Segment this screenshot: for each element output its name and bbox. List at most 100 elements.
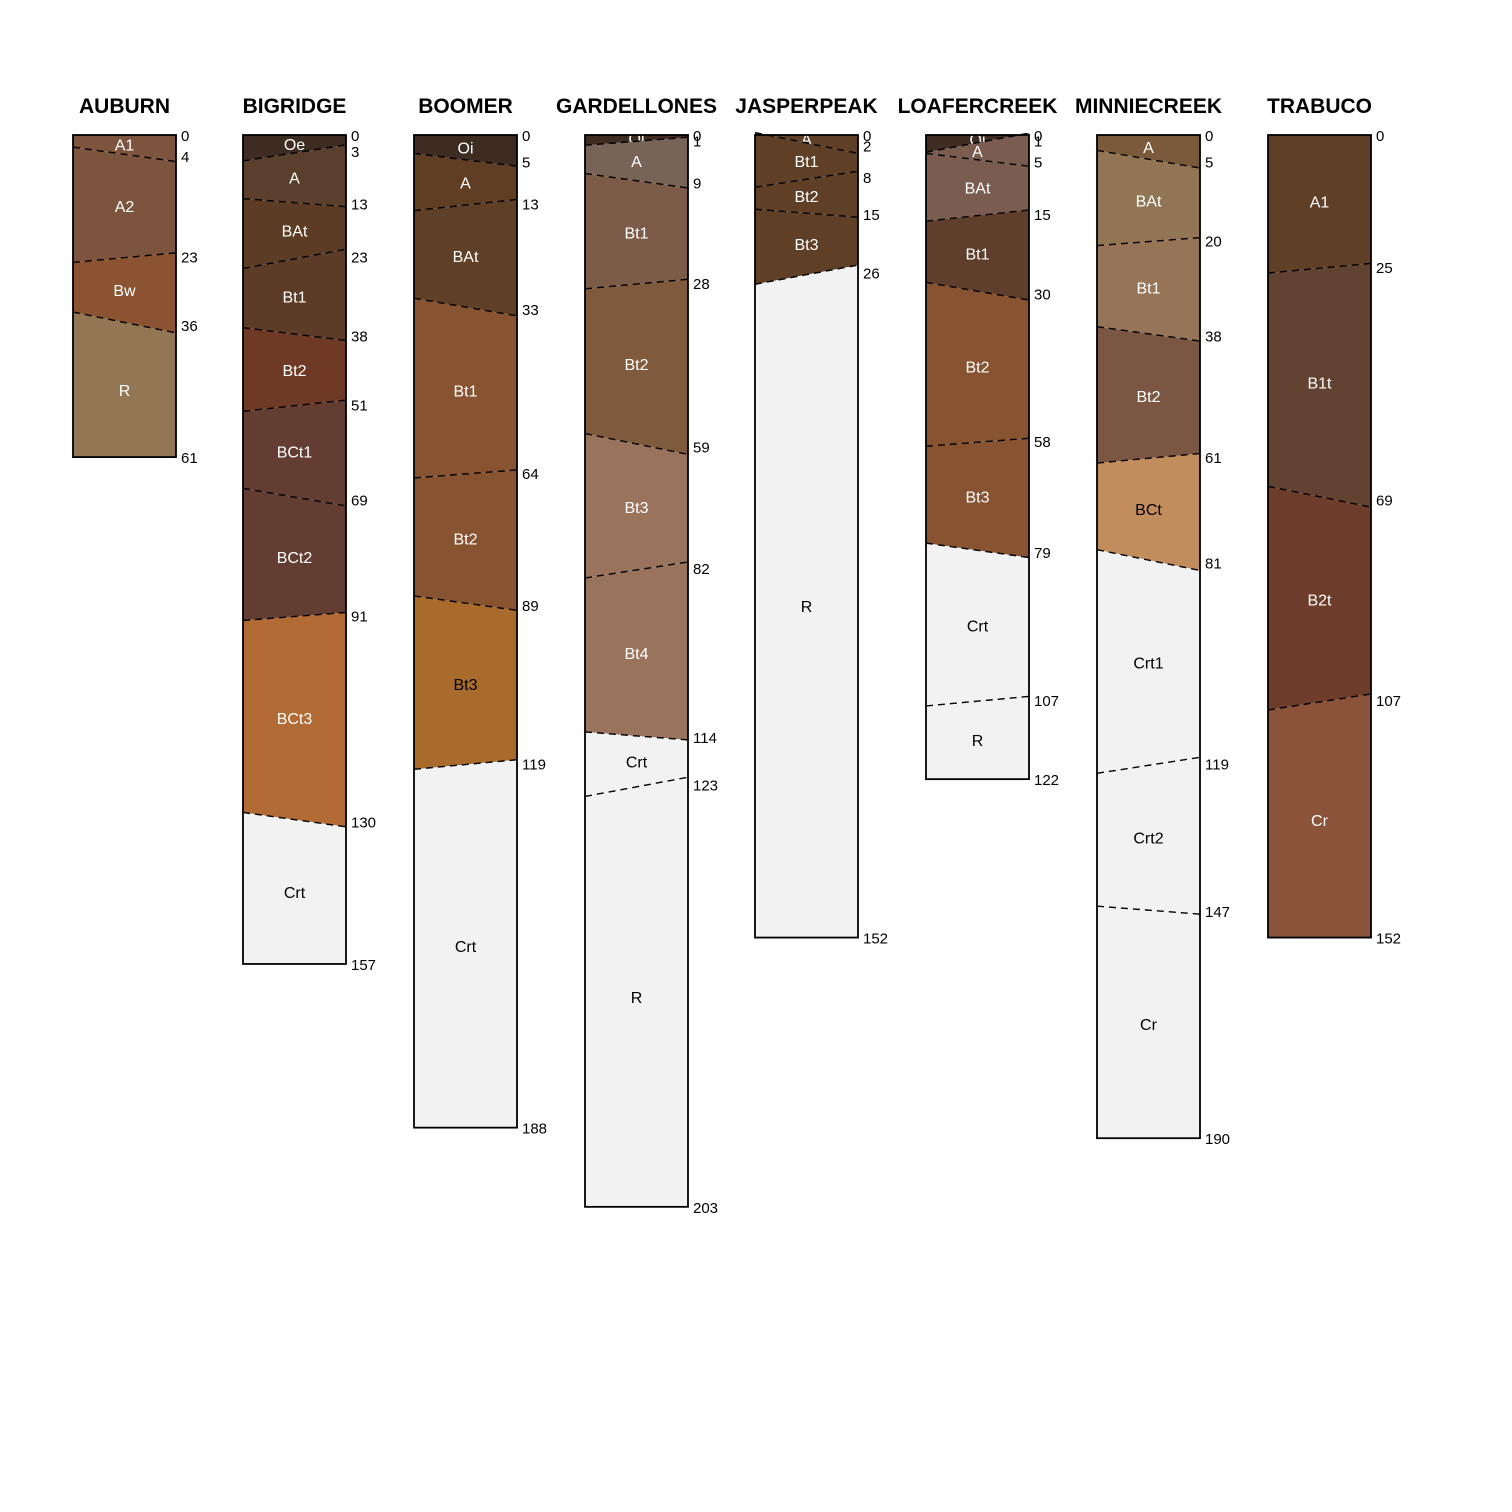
profile-trabuco: A1 B1t B2t Cr 0 25 69 107 152 TRABUCO	[1267, 95, 1401, 948]
depth-label: 5	[522, 154, 530, 171]
horizon-label: Bt1	[965, 246, 989, 263]
profile-outline	[242, 134, 347, 965]
horizon-boundary	[72, 311, 177, 334]
horizon-label: Bt3	[453, 677, 477, 694]
depth-label: 114	[693, 730, 717, 747]
depth-label: 0	[1376, 128, 1384, 145]
profile-auburn: A1 A2 Bw R 0 4 23 36 61 AUBURN	[72, 95, 198, 467]
horizon-label: Bt4	[624, 646, 648, 663]
depth-label: 9	[693, 176, 701, 193]
depth-label: 20	[1205, 234, 1222, 251]
horizon-boundary	[584, 561, 689, 579]
depth-label: 36	[181, 318, 198, 335]
horizon-r	[73, 312, 176, 458]
depth-label: 190	[1205, 1131, 1230, 1148]
horizon-label: B2t	[1307, 592, 1332, 609]
horizon-label: Bt2	[624, 357, 648, 374]
horizon-boundary	[1096, 756, 1201, 775]
depth-label: 5	[1034, 154, 1042, 171]
horizon-label: Crt1	[1133, 656, 1163, 673]
horizon-crt	[926, 543, 1029, 706]
horizon-boundary	[413, 759, 518, 771]
horizon-boundary	[242, 611, 347, 622]
profile-name: LOAFERCREEK	[898, 95, 1058, 118]
horizon-boundary	[413, 595, 518, 612]
depth-label: 107	[1034, 693, 1059, 710]
horizon-bt1	[1097, 237, 1200, 342]
horizon-boundary	[584, 432, 689, 456]
horizon-boundary	[925, 542, 1030, 559]
horizon-boundary	[925, 437, 1030, 447]
horizon-b2t	[1268, 486, 1371, 710]
depth-label: 25	[1376, 260, 1393, 277]
horizon-label: Bt2	[965, 360, 989, 377]
horizon-label: Bt1	[1136, 281, 1160, 298]
profile-name: TRABUCO	[1267, 95, 1372, 118]
horizon-label: R	[801, 599, 813, 616]
depth-label: 0	[693, 128, 701, 145]
horizon-boundary	[1096, 325, 1201, 342]
horizon-a	[585, 137, 688, 188]
horizon-a1	[73, 135, 176, 162]
horizon-boundary	[584, 278, 689, 290]
depth-label: 61	[1205, 450, 1222, 467]
horizon-label: A	[801, 132, 812, 149]
depth-label: 89	[522, 598, 539, 615]
horizon-label: BCt1	[277, 444, 313, 461]
profile-jasperpeak: A Bt1 Bt2 Bt3 R 02 8 15 26 152 JASPERPEAK	[735, 95, 888, 948]
depth-label: 122	[1034, 772, 1059, 789]
horizon-boundary	[413, 297, 518, 317]
horizon-bt3	[585, 433, 688, 578]
horizon-label: R	[972, 733, 984, 750]
horizon-bt1	[585, 173, 688, 289]
depth-label: 15	[1034, 207, 1051, 224]
profile-name: AUBURN	[79, 95, 170, 118]
depth-label: 82	[693, 561, 710, 578]
horizon-crt	[414, 759, 517, 1128]
horizon-boundary	[1267, 693, 1372, 711]
horizon-label: BCt2	[277, 550, 313, 567]
depth-label: 107	[1376, 693, 1401, 710]
depth-label: 30	[1034, 286, 1051, 303]
horizon-bt2	[585, 279, 688, 455]
profile-name: BIGRIDGE	[243, 95, 347, 118]
depth-label: 69	[351, 492, 368, 509]
horizon-boundary	[72, 252, 177, 264]
horizon-bw	[73, 252, 176, 333]
horizon-r	[755, 265, 858, 938]
horizon-boundary	[925, 695, 1030, 707]
depth-label: 33	[522, 302, 539, 319]
horizon-a	[1097, 135, 1200, 168]
horizon-boundary	[754, 264, 859, 285]
horizon-label: Bt3	[624, 500, 648, 517]
horizon-boundary	[925, 152, 1030, 167]
horizon-label: R	[631, 990, 643, 1007]
horizon-label: Crt	[284, 885, 306, 902]
depth-label: 123	[693, 777, 718, 794]
depth-label: 130	[351, 814, 376, 831]
depth-label: 23	[351, 249, 368, 266]
horizon-a	[414, 153, 517, 211]
horizon-boundary	[1096, 452, 1201, 464]
horizon-label: BCt	[1135, 502, 1162, 519]
horizon-bt1	[755, 132, 858, 188]
horizon-boundary	[584, 172, 689, 189]
horizon-bt4	[585, 561, 688, 740]
horizon-label: R	[119, 383, 131, 400]
horizon-label: Bt2	[453, 532, 477, 549]
depth-label: 4	[181, 149, 189, 166]
horizon-label: Bt1	[453, 383, 477, 400]
horizon-boundary	[754, 131, 859, 155]
horizon-bt2	[755, 171, 858, 218]
horizon-label: B1t	[1307, 375, 1332, 392]
horizon-boundary	[242, 487, 347, 507]
horizon-bat	[414, 199, 517, 316]
depth-label: 3	[351, 144, 359, 161]
horizon-boundary	[72, 146, 177, 163]
horizon-boundary	[584, 776, 689, 798]
depth-label: 15	[863, 207, 880, 224]
horizon-bct3	[243, 612, 346, 827]
horizon-bct2	[243, 488, 346, 621]
